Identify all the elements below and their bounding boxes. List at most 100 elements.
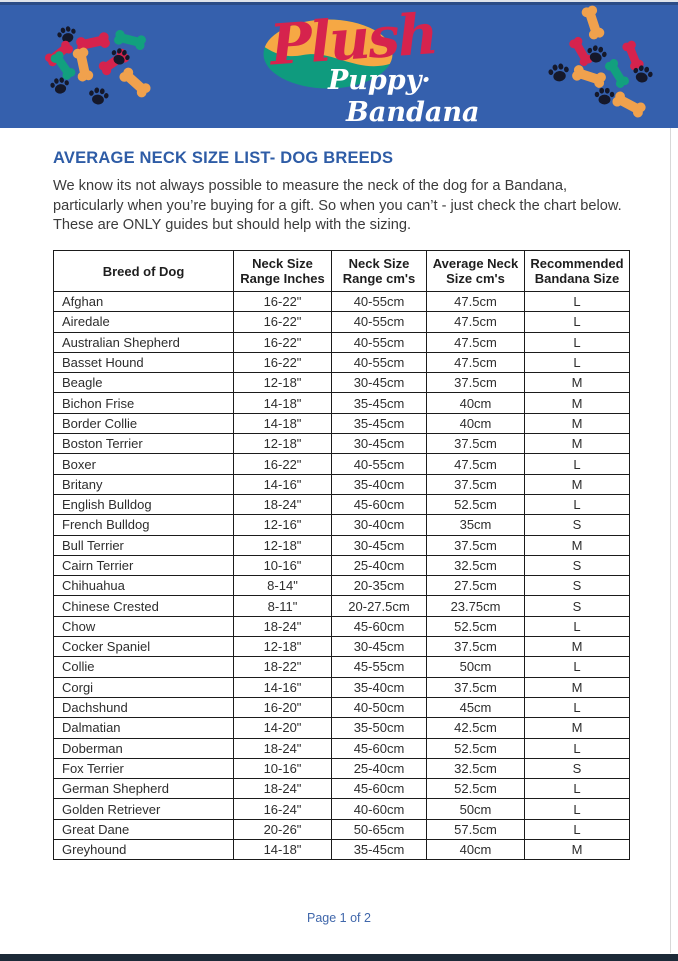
table-cell: 10-16" [233,554,332,577]
table-row: Bichon Frise 14-18" 35-45cm 40cm M [53,392,630,414]
table-cell: 16-22" [233,290,332,313]
table-cell: 16-22" [233,351,332,374]
page-bottom-band [0,954,678,961]
breed-cell: Chow [53,615,234,638]
breed-cell: Corgi [53,676,234,698]
table-cell: 8-11" [233,595,332,617]
breed-cell: Fox Terrier [53,757,234,780]
breed-cell: French Bulldog [53,514,234,536]
table-row: Boston Terrier 12-18" 30-45cm 37.5cm M [53,433,630,455]
breed-cell: Boxer [53,453,234,475]
table-cell: 30-45cm [331,534,427,556]
table-cell: 20-35cm [331,575,427,597]
breed-cell: Cocker Spaniel [53,636,234,658]
page-number: Page 1 of 2 [307,911,371,925]
table-cell: 12-18" [233,372,332,394]
breed-cell: Doberman [53,737,234,759]
table-cell: 18-22" [233,656,332,678]
table-cell: 40-55cm [331,351,427,374]
table-cell: 45-60cm [331,493,427,516]
table-cell: M [524,473,630,495]
table-row: Beagle 12-18" 30-45cm 37.5cm M [53,372,630,394]
table-cell: 37.5cm [426,372,525,394]
table-cell: L [524,656,630,678]
table-cell: 16-24" [233,798,332,820]
breed-cell: Boston Terrier [53,433,234,455]
breed-cell: English Bulldog [53,493,234,516]
page-title: AVERAGE NECK SIZE LIST- DOG BREEDS [53,149,394,167]
table-row: Collie 18-22" 45-55cm 50cm L [53,656,630,678]
table-cell: 32.5cm [426,554,525,577]
intro-line: We know its not always possible to measu… [53,178,568,194]
table-cell: 50cm [426,656,525,678]
table-row: Basset Hound 16-22" 40-55cm 47.5cm L [53,351,630,374]
breed-cell: Great Dane [53,818,234,841]
breed-cell: Beagle [53,372,234,394]
plush-puppy-logo: Plush Puppy· Bandana [258,1,479,133]
table-cell: L [524,798,630,820]
table-cell: 12-16" [233,514,332,536]
table-cell: 25-40cm [331,757,427,780]
header-banner: Plush Puppy· Bandana [0,1,678,128]
table-cell: 16-22" [233,453,332,475]
scan-edge-line [670,128,671,953]
table-row: Boxer 16-22" 40-55cm 47.5cm L [53,453,630,475]
table-cell: 14-18" [233,412,332,435]
table-cell: L [524,351,630,374]
logo-ellipse-icon [263,19,393,89]
table-cell: L [524,493,630,516]
table-cell: 40-50cm [331,696,427,719]
table-cell: L [524,453,630,475]
table-cell: M [524,839,630,861]
table-cell: 35-50cm [331,717,427,739]
table-row: Dachshund 16-20" 40-50cm 45cm L [53,696,630,719]
table-cell: 45-60cm [331,737,427,759]
breed-cell: Britany [53,473,234,495]
table-cell: 35-40cm [331,676,427,698]
table-cell: 14-20" [233,717,332,739]
table-cell: 37.5cm [426,433,525,455]
table-cell: 47.5cm [426,331,525,353]
table-row: Bull Terrier 12-18" 30-45cm 37.5cm M [53,534,630,556]
table-cell: 52.5cm [426,778,525,800]
table-cell: 18-24" [233,737,332,759]
table-row: Australian Shepherd 16-22" 40-55cm 47.5cm L [53,331,630,353]
breed-cell: Australian Shepherd [53,331,234,353]
table-row: Corgi 14-16" 35-40cm 37.5cm M [53,676,630,698]
table-cell: 57.5cm [426,818,525,841]
table-cell: S [524,757,630,780]
column-header: Breed of Dog [53,250,234,292]
table-cell: L [524,778,630,800]
table-cell: 37.5cm [426,534,525,556]
table-cell: 20-27.5cm [331,595,427,617]
table-cell: 20-26" [233,818,332,841]
table-row: Greyhound 14-18" 35-45cm 40cm M [53,839,630,861]
breed-cell: Greyhound [53,839,234,861]
table-cell: 47.5cm [426,311,525,333]
table-cell: 45-60cm [331,615,427,638]
table-cell: 14-18" [233,839,332,861]
table-cell: M [524,534,630,556]
table-cell: 37.5cm [426,473,525,495]
table-cell: 52.5cm [426,493,525,516]
table-row: Fox Terrier 10-16" 25-40cm 32.5cm S [53,757,630,780]
column-header: Recommended Bandana Size [524,250,630,292]
table-cell: L [524,818,630,841]
breed-cell: Golden Retriever [53,798,234,820]
breed-cell: Airedale [53,311,234,333]
table-cell: 32.5cm [426,757,525,780]
table-cell: 50-65cm [331,818,427,841]
table-cell: M [524,412,630,435]
table-cell: 16-22" [233,331,332,353]
table-row: Dalmatian 14-20" 35-50cm 42.5cm M [53,717,630,739]
table-cell: 8-14" [233,575,332,597]
table-cell: 52.5cm [426,615,525,638]
table-cell: 30-45cm [331,372,427,394]
table-cell: 40-55cm [331,453,427,475]
table-cell: 18-24" [233,615,332,638]
table-cell: M [524,433,630,455]
column-header: Neck Size Range Inches [233,250,332,292]
table-cell: 40cm [426,412,525,435]
table-cell: 30-40cm [331,514,427,536]
